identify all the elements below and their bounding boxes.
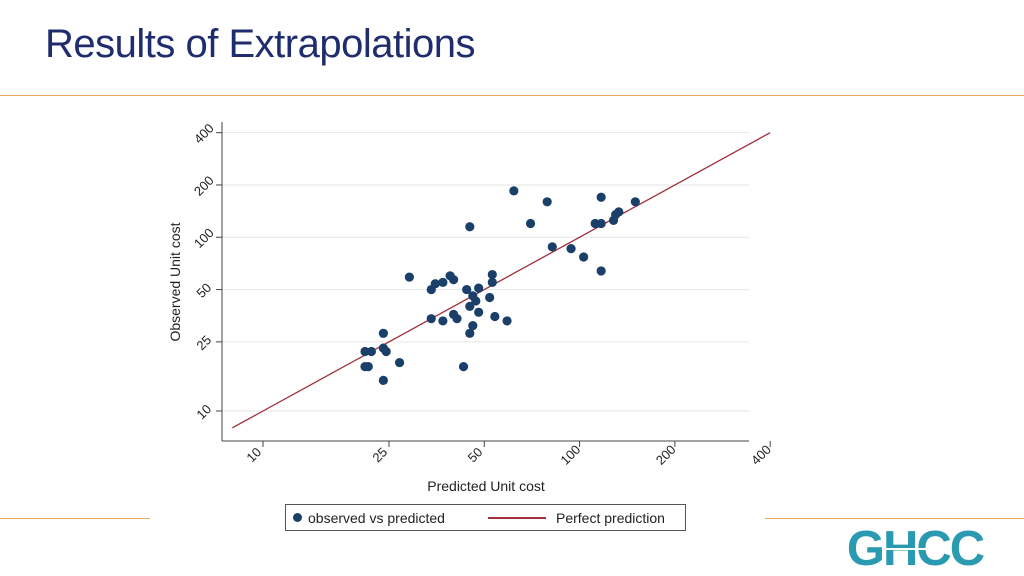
legend-line-marker	[488, 517, 546, 519]
page-title: Results of Extrapolations	[45, 22, 475, 66]
legend-label-perfect: Perfect prediction	[556, 510, 665, 526]
data-point	[438, 277, 448, 287]
accent-divider-bottom-left	[0, 518, 150, 519]
data-point	[449, 275, 459, 285]
accent-divider-top	[0, 95, 1024, 96]
data-point	[614, 207, 624, 217]
data-point	[462, 284, 472, 295]
data-point	[404, 272, 414, 282]
y-tick-label: 100	[191, 225, 217, 251]
data-point	[465, 328, 475, 338]
data-point	[502, 316, 512, 326]
data-point	[465, 301, 475, 311]
data-point	[487, 269, 497, 280]
data-point	[458, 362, 469, 372]
data-point	[378, 375, 388, 386]
chart-legend: observed vs predicted Perfect prediction	[285, 504, 686, 531]
data-point	[547, 242, 557, 252]
data-point	[509, 186, 519, 196]
x-tick-label: 50	[465, 444, 486, 465]
data-point	[363, 362, 373, 372]
data-point	[360, 346, 370, 357]
data-point	[474, 283, 484, 293]
y-tick-label: 10	[193, 401, 214, 422]
data-point	[366, 346, 377, 357]
data-point	[471, 296, 481, 306]
y-tick-label: 25	[193, 332, 214, 353]
data-point	[525, 218, 536, 229]
accent-divider-bottom-right	[765, 518, 1024, 519]
data-point	[596, 192, 606, 202]
data-point	[394, 357, 405, 368]
data-point	[378, 328, 388, 338]
data-point	[426, 314, 436, 324]
perfect-prediction-line	[232, 132, 771, 429]
y-tick-label: 400	[191, 121, 217, 147]
legend-dot-marker	[293, 513, 302, 522]
data-point	[630, 197, 640, 207]
logo-text: GHCC	[847, 522, 985, 570]
data-point	[438, 316, 448, 326]
y-tick-label: 50	[193, 280, 214, 301]
data-point	[487, 277, 497, 287]
y-tick-label: 200	[191, 173, 217, 199]
data-point	[596, 218, 606, 229]
data-point	[490, 311, 500, 322]
data-point	[474, 307, 484, 317]
ghcc-logo: GHCC	[847, 522, 987, 570]
y-axis-label: Observed Unit cost	[167, 222, 183, 341]
data-point	[485, 292, 495, 303]
data-point	[381, 346, 391, 357]
data-point	[579, 252, 589, 262]
data-point	[465, 222, 475, 232]
data-point	[566, 244, 576, 254]
legend-label-observed: observed vs predicted	[308, 510, 445, 526]
data-point	[542, 197, 552, 207]
x-tick-label: 10	[243, 444, 264, 465]
data-point	[596, 266, 606, 276]
x-tick-label: 25	[369, 444, 390, 465]
data-point	[452, 314, 462, 324]
data-point	[468, 321, 478, 331]
x-axis-label: Predicted Unit cost	[427, 478, 545, 494]
data-point	[430, 279, 440, 289]
